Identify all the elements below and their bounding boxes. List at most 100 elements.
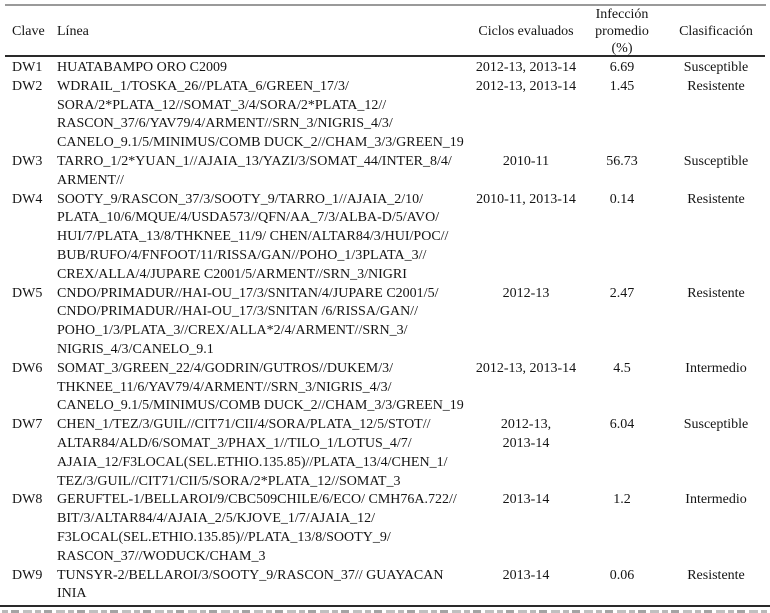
ciclos-line: 2012-13, 2013-14 — [475, 360, 577, 376]
table-row: DW5 CNDO/PRIMADUR//HAI-OU_17/3/SNITAN/4/J… — [0, 285, 770, 360]
infeccion-promedio-cell: 4.5 — [613, 360, 631, 376]
table-header-rule — [5, 55, 765, 57]
ciclos-cell: 2013-14 — [470, 567, 582, 586]
ciclos-line: 2012-13, — [500, 417, 552, 433]
clave-cell: DW7 — [12, 417, 43, 433]
infeccion-promedio-cell: 0.14 — [609, 191, 635, 207]
ciclos-line: 2010-11 — [502, 153, 550, 169]
linea-line: CANELO_9.1/5/MINIMUS/COMB DUCK_2//CHAM_3… — [57, 135, 464, 151]
ciclos-line: 2012-13 — [502, 285, 550, 301]
clasificacion-cell: Susceptible — [683, 153, 749, 169]
ciclos-cell: 2012-13, 2013-14 — [470, 59, 582, 78]
linea-line: NIGRIS_4/3/CANELO_9.1 — [57, 341, 214, 357]
table-row: DW1 HUATABAMPO ORO C2009 2012-13, 2013-14 6… — [0, 59, 770, 78]
linea-cell: SOOTY_9/RASCON_37/3/SOOTY_9/TARRO_1//AJA… — [57, 191, 470, 285]
linea-line: CANELO_9.1/5/MINIMUS/COMB DUCK_2//CHAM_3… — [57, 398, 464, 414]
linea-cell: TARRO_1/2*YUAN_1//AJAIA_13/YAZI/3/SOMAT_… — [57, 153, 470, 191]
linea-line: WDRAIL_1/TOSKA_26//PLATA_6/GREEN_17/3/ — [57, 78, 349, 94]
infeccion-promedio-cell: 1.45 — [609, 78, 635, 94]
infeccion-promedio-cell: 0.06 — [609, 567, 635, 583]
ciclos-cell: 2010-11 — [470, 153, 582, 172]
linea-line: HUATABAMPO ORO C2009 — [57, 60, 228, 75]
linea-line: POHO_1/3/PLATA_3//CREX/ALLA*2/4/ARMENT//… — [57, 323, 408, 339]
clasificacion-cell: Resistente — [687, 191, 745, 207]
column-header-clasificacion: Clasificación — [679, 24, 753, 39]
linea-line: INIA — [57, 586, 87, 602]
header-infeccion-line-3: (%) — [611, 41, 633, 56]
linea-cell: TUNSYR-2/BELLAROI/3/SOOTY_9/RASCON_37// … — [57, 567, 470, 605]
table-row: DW9 TUNSYR-2/BELLAROI/3/SOOTY_9/RASCON_37… — [0, 567, 770, 605]
table-row: DW3 TARRO_1/2*YUAN_1//AJAIA_13/YAZI/3/SOM… — [0, 153, 770, 191]
linea-cell: GERUFTEL-1/BELLAROI/9/CBC509CHILE/6/ECO/… — [57, 491, 470, 566]
linea-line: PLATA_10/6/MQUE/4/USDA573//QFN/AA_7/3/AL… — [57, 210, 440, 226]
linea-line: SOOTY_9/RASCON_37/3/SOOTY_9/TARRO_1//AJA… — [57, 191, 424, 207]
clave-cell: DW9 — [12, 567, 43, 583]
clave-cell: DW3 — [12, 153, 43, 169]
linea-cell: SOMAT_3/GREEN_22/4/GODRIN/GUTROS//DUKEM/… — [57, 360, 470, 416]
ciclos-line: 2013-14 — [502, 435, 550, 451]
ciclos-cell: 2012-13, 2013-14 — [470, 416, 582, 454]
infeccion-promedio-cell: 6.04 — [609, 417, 635, 433]
table-row: DW4 SOOTY_9/RASCON_37/3/SOOTY_9/TARRO_1//… — [0, 191, 770, 285]
ciclos-cell: 2012-13, 2013-14 — [470, 360, 582, 379]
clasificacion-cell: Susceptible — [683, 60, 749, 75]
clave-cell: DW8 — [12, 492, 43, 508]
linea-cell: HUATABAMPO ORO C2009 — [57, 59, 470, 78]
table-header-row: Clave Línea Ciclos evaluados Infección p… — [0, 6, 770, 57]
linea-line: RASCON_37//WODUCK/CHAM_3 — [57, 548, 266, 564]
column-header-infeccion-promedio: Infección promedio (%) — [582, 6, 662, 57]
clave-cell: DW2 — [12, 78, 43, 94]
linea-line: ALTAR84/ALD/6/SOMAT_3/PHAX_1//TILO_1/LOT… — [57, 435, 412, 451]
linea-cell: CHEN_1/TEZ/3/GUIL//CIT71/CII/4/SORA/PLAT… — [57, 416, 470, 491]
linea-line: TEZ/3/GUIL//CIT71/CII/5/SORA/2*PLATA_12/… — [57, 473, 401, 489]
linea-line: TUNSYR-2/BELLAROI/3/SOOTY_9/RASCON_37// … — [57, 567, 444, 583]
ciclos-line: 2010-11, 2013-14 — [476, 191, 576, 207]
linea-line: THKNEE_11/6/YAV79/4/ARMENT//SRN_3/NIGRIS… — [57, 379, 392, 395]
clave-cell: DW1 — [12, 60, 43, 75]
ciclos-line: 2012-13, 2013-14 — [475, 78, 577, 94]
linea-line: TARRO_1/2*YUAN_1//AJAIA_13/YAZI/3/SOMAT_… — [57, 153, 452, 169]
ciclos-line: 2013-14 — [502, 567, 550, 583]
ciclos-line: 2013-14 — [502, 492, 550, 508]
linea-line: CNDO/PRIMADUR//HAI-OU_17/3/SNITAN/4/JUPA… — [57, 285, 439, 301]
linea-line: SOMAT_3/GREEN_22/4/GODRIN/GUTROS//DUKEM/… — [57, 360, 394, 376]
infeccion-promedio-cell: 2.47 — [609, 285, 635, 301]
clasificacion-cell: Resistente — [687, 567, 745, 583]
linea-line: BIT/3/ALTAR84/4/AJAIA_2/5/KJOVE_1/7/AJAI… — [57, 511, 376, 527]
ciclos-line: 2012-13, 2013-14 — [475, 60, 577, 75]
clave-cell: DW4 — [12, 191, 43, 207]
clasificacion-cell: Resistente — [687, 78, 745, 94]
clasificacion-cell: Resistente — [687, 285, 745, 301]
header-infeccion-line-2: promedio — [595, 24, 649, 39]
infeccion-promedio-cell: 1.2 — [613, 492, 631, 508]
linea-cell: WDRAIL_1/TOSKA_26//PLATA_6/GREEN_17/3/SO… — [57, 78, 470, 153]
ciclos-cell: 2013-14 — [470, 491, 582, 510]
clave-cell: DW5 — [12, 285, 43, 301]
table-row: DW7 CHEN_1/TEZ/3/GUIL//CIT71/CII/4/SORA/P… — [0, 416, 770, 491]
linea-line: CHEN_1/TEZ/3/GUIL//CIT71/CII/4/SORA/PLAT… — [57, 417, 431, 433]
cutoff-footnote-text — [2, 610, 768, 613]
ciclos-cell: 2012-13 — [470, 285, 582, 304]
linea-line: GERUFTEL-1/BELLAROI/9/CBC509CHILE/6/ECO/… — [57, 492, 457, 508]
linea-line: F3LOCAL(SEL.ETHIO.135.85)//PLATA_13/8/SO… — [57, 529, 391, 545]
clave-cell: DW6 — [12, 360, 43, 376]
linea-line: SORA/2*PLATA_12//SOMAT_3/4/SORA/2*PLATA_… — [57, 97, 387, 113]
table-body: DW1 HUATABAMPO ORO C2009 2012-13, 2013-14 6… — [0, 57, 770, 604]
table-row: DW8 GERUFTEL-1/BELLAROI/9/CBC509CHILE/6/E… — [0, 491, 770, 566]
clasificacion-cell: Intermedio — [685, 492, 747, 508]
linea-line: BUB/RUFO/4/FNFOOT/11/RISSA/GAN//POHO_1/3… — [57, 247, 427, 263]
column-header-clave: Clave — [12, 24, 45, 39]
linea-line: CREX/ALLA/4/JUPARE C2001/5/ARMENT//SRN_3… — [57, 266, 407, 282]
clasificacion-cell: Susceptible — [683, 417, 749, 433]
linea-line: RASCON_37/6/YAV79/4/ARMENT//SRN_3/NIGRIS… — [57, 116, 393, 132]
clasificacion-cell: Intermedio — [685, 360, 747, 376]
header-infeccion-line-1: Infección — [595, 7, 649, 22]
infeccion-promedio-cell: 56.73 — [606, 153, 638, 169]
column-header-ciclos-evaluados: Ciclos evaluados — [478, 24, 574, 39]
table-row: DW6 SOMAT_3/GREEN_22/4/GODRIN/GUTROS//DUK… — [0, 360, 770, 416]
ciclos-cell: 2012-13, 2013-14 — [470, 78, 582, 97]
linea-line: AJAIA_12/F3LOCAL(SEL.ETHIO.135.85)//PLAT… — [57, 454, 448, 470]
linea-line: HUI/7/PLATA_13/8/THKNEE_11/9/ CHEN/ALTAR… — [57, 229, 449, 245]
ciclos-cell: 2010-11, 2013-14 — [470, 191, 582, 210]
